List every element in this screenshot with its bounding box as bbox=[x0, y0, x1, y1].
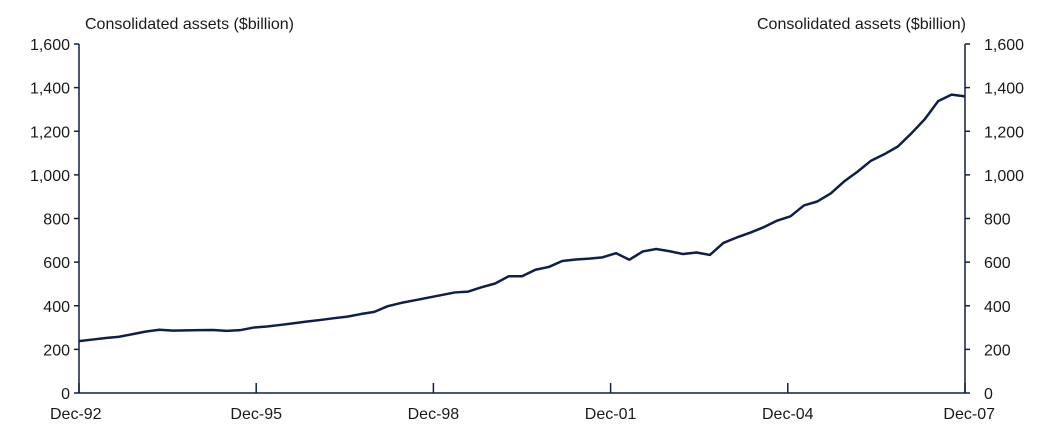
x-tick-label: Dec-98 bbox=[408, 406, 460, 423]
x-tick-label: Dec-92 bbox=[50, 406, 102, 423]
x-tick-label: Dec-95 bbox=[230, 406, 282, 423]
x-tick-label: Dec-07 bbox=[943, 406, 995, 423]
left-y-tick-label: 0 bbox=[61, 386, 70, 403]
right-y-tick-label: 0 bbox=[984, 386, 993, 403]
x-tick-label: Dec-01 bbox=[585, 406, 637, 423]
left-y-tick-label: 600 bbox=[43, 255, 70, 272]
right-y-tick-label: 200 bbox=[984, 342, 1011, 359]
left-y-tick-label: 400 bbox=[43, 299, 70, 316]
right-y-tick-label: 400 bbox=[984, 299, 1011, 316]
left-y-axis-title: Consolidated assets ($billion) bbox=[85, 16, 294, 33]
left-y-tick-label: 800 bbox=[43, 212, 70, 229]
left-y-tick-label: 1,600 bbox=[30, 37, 70, 54]
left-y-tick-label: 1,200 bbox=[30, 124, 70, 141]
right-y-tick-label: 1,400 bbox=[984, 81, 1024, 98]
left-y-tick-label: 1,400 bbox=[30, 81, 70, 98]
left-y-tick-label: 200 bbox=[43, 342, 70, 359]
right-y-tick-label: 800 bbox=[984, 212, 1011, 229]
series-line-consolidated-assets bbox=[78, 93, 966, 343]
right-y-tick-label: 1,000 bbox=[984, 168, 1024, 185]
x-tick-label: Dec-04 bbox=[762, 406, 814, 423]
right-y-tick-label: 1,200 bbox=[984, 124, 1024, 141]
left-y-tick-label: 1,000 bbox=[30, 168, 70, 185]
right-y-tick-label: 600 bbox=[984, 255, 1011, 272]
right-y-tick-label: 1,600 bbox=[984, 37, 1024, 54]
right-y-axis-title: Consolidated assets ($billion) bbox=[757, 16, 966, 33]
